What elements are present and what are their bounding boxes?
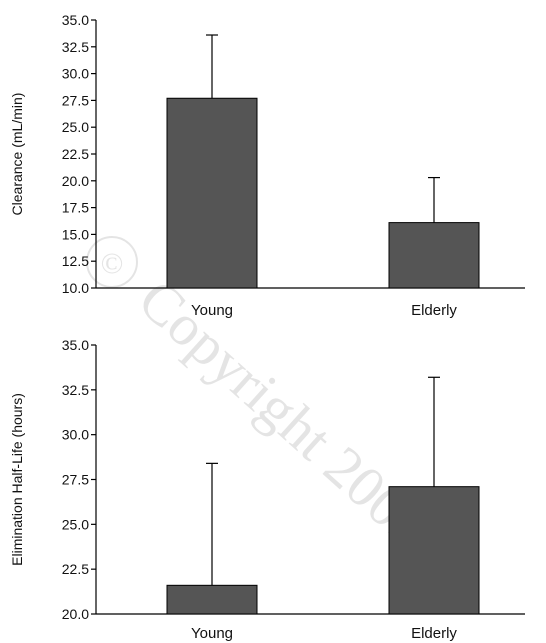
y-tick-label: 25.0 <box>62 119 89 135</box>
copyright-symbol: © <box>101 247 124 280</box>
category-label-young: Young <box>191 625 233 642</box>
bar-elderly <box>388 486 480 615</box>
y-tick-label: 20.0 <box>62 173 89 189</box>
y-axis-label: Elimination Half-Life (hours) <box>9 393 25 566</box>
y-tick-label: 27.5 <box>62 92 89 108</box>
category-label-elderly: Elderly <box>411 625 457 642</box>
half-life-chart: 20.0 22.5 25.0 27.5 30.0 32.5 35.0 Elimination … <box>9 337 525 642</box>
y-tick-label: 32.5 <box>62 39 89 55</box>
y-tick-label: 30.0 <box>62 66 89 82</box>
y-tick-label: 22.5 <box>62 146 89 162</box>
y-tick-label: 10.0 <box>62 280 89 296</box>
y-tick-label: 12.5 <box>62 253 89 269</box>
clearance-chart: 10.0 12.5 15.0 17.5 20.0 22.5 25.0 27.5 30.0 32.5… <box>9 12 525 319</box>
y-tick-label: 17.5 <box>62 200 89 216</box>
copyright-circle-icon <box>86 236 138 288</box>
category-label-elderly: Elderly <box>411 302 457 319</box>
category-label-young: Young <box>191 302 233 319</box>
bar-elderly <box>388 222 480 289</box>
y-tick-label: 15.0 <box>62 226 89 242</box>
y-tick-label: 22.5 <box>62 561 89 577</box>
y-tick-label: 25.0 <box>62 516 89 532</box>
y-tick-label: 35.0 <box>62 12 89 28</box>
y-tick-label: 20.0 <box>62 606 89 622</box>
y-tick-label: 35.0 <box>62 337 89 353</box>
bar-young <box>166 584 258 615</box>
y-tick-label: 32.5 <box>62 382 89 398</box>
bar-young <box>166 97 258 289</box>
y-tick-label: 27.5 <box>62 472 89 488</box>
y-axis-label: Clearance (mL/min) <box>9 93 25 216</box>
y-tick-label: 30.0 <box>62 427 89 443</box>
